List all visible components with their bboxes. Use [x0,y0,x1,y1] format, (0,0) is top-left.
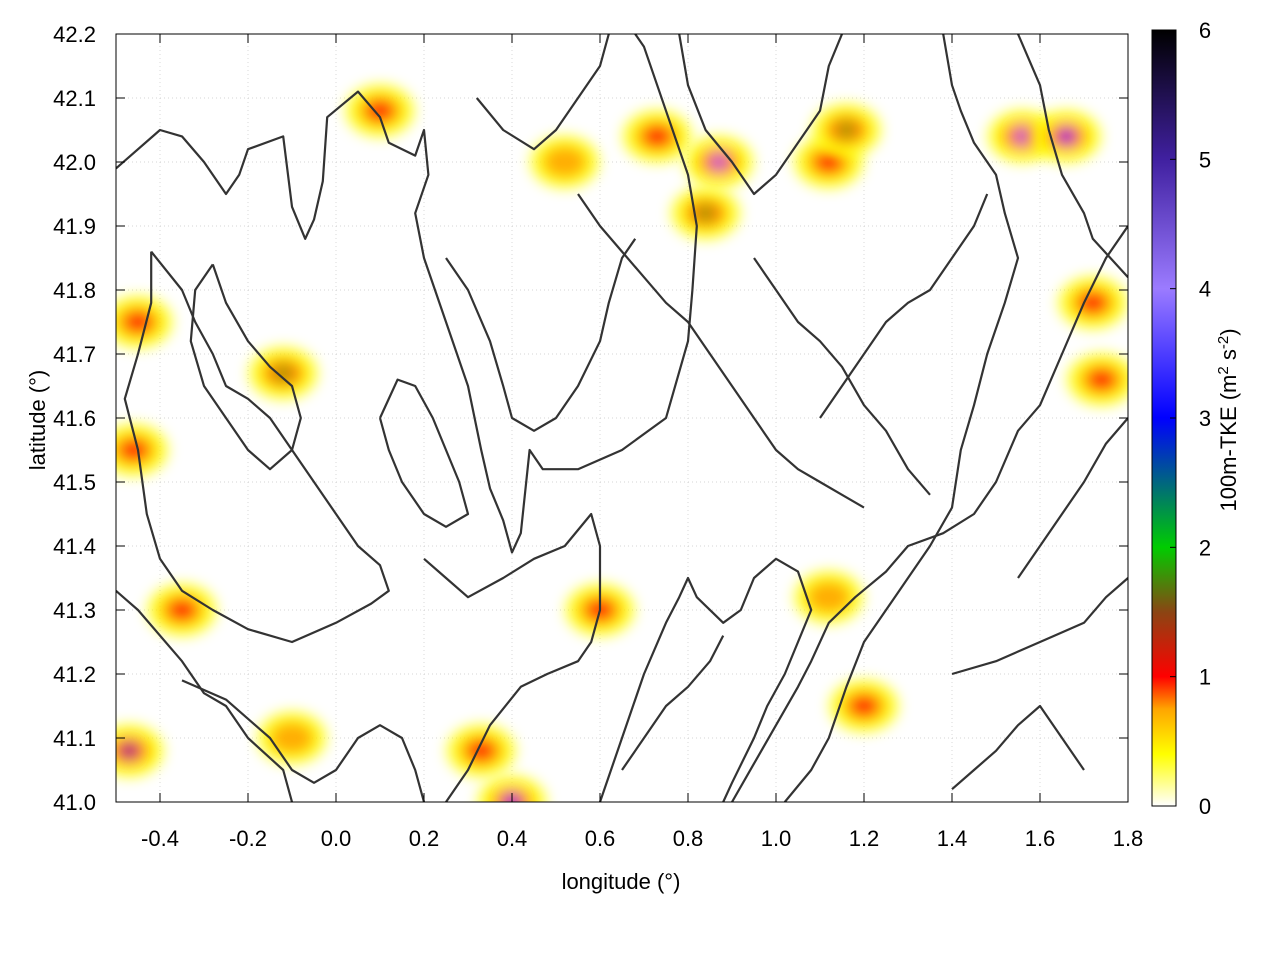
colorbar: 0 1 2 3 4 5 6 100m-TKE (m2 s-2) [1151,18,1241,819]
x-tick-label: 1.2 [849,826,880,851]
tke-hotspot [684,136,753,188]
tke-hotspot [249,347,318,400]
contour-line [783,34,1020,802]
colorbar-tick-label: 5 [1199,147,1211,172]
y-tick-label: 41.6 [53,406,96,431]
x-axis-label: longitude (°) [562,869,681,894]
colorbar-tick-label: 0 [1199,794,1211,819]
y-tick-label: 41.2 [53,662,96,687]
tke-hotspot [530,136,599,188]
tke-hotspot [1032,110,1101,163]
colorbar-tick-label: 3 [1199,406,1211,431]
tke-hotspot [671,187,740,240]
x-tick-label: 1.0 [761,826,792,851]
contour-line [1016,34,1128,278]
tke-hotspot [794,571,863,624]
x-tick-label: 1.6 [1025,826,1056,851]
tke-hotspot [258,712,326,764]
y-tick-label: 42.2 [53,22,96,47]
contour-line [116,589,294,802]
y-tick-label: 41.9 [53,214,96,239]
y-tick-label: 41.3 [53,598,96,623]
x-tick-label: 1.8 [1113,826,1144,851]
contour-line [189,263,302,471]
colorbar-tick-label: 1 [1199,665,1211,690]
colorbar-tick-label: 2 [1199,535,1211,560]
colorbar-label-end: ) [1216,328,1241,335]
y-tick-label: 41.4 [53,534,96,559]
tke-hotspot [116,724,164,777]
colorbar-label-main: 100m-TKE (m [1216,375,1241,512]
contour-line [951,704,1085,791]
contour-line [819,193,989,419]
x-tick-label: 1.4 [937,826,968,851]
contour-line [1017,417,1128,579]
contour-line [181,679,426,802]
colorbar-label: 100m-TKE (m2 s-2) [1215,328,1241,511]
tke-hotspot [148,584,216,636]
tke-hotspot [623,110,692,163]
x-tick-label: 0.0 [321,826,352,851]
x-tick-label: 0.8 [673,826,704,851]
contour-line [621,635,725,771]
contour-line [423,512,602,802]
y-tick-label: 41.0 [53,790,96,815]
y-tick-label: 41.8 [53,278,96,303]
contour-line [577,193,865,509]
colorbar-label-sup2: -2 [1215,336,1232,349]
tke-hotspot [447,724,516,777]
tke-hotspot [1058,276,1127,329]
contour-line [378,378,470,528]
y-tick-label: 42.1 [53,86,96,111]
contour-line [445,238,637,432]
colorbar-ticks: 0 1 2 3 4 5 6 [1170,18,1211,819]
y-tick-label: 41.5 [53,470,96,495]
y-axis: 41.0 41.1 41.2 41.3 41.4 41.5 41.6 41.7 41.8 41.9… [53,22,1128,815]
contour-line [123,250,390,644]
contour-line [951,577,1128,676]
tke-hotspot [1067,353,1128,406]
tke-hotspot [116,296,172,348]
colorbar-tick-label: 4 [1199,277,1211,302]
colorbar-label-sup1: 2 [1215,366,1232,374]
tke-hotspot [116,424,168,476]
contour-line [598,557,813,802]
x-tick-label: 0.4 [497,826,528,851]
tke-hotspot [830,680,898,732]
x-tick-label: -0.2 [229,826,267,851]
contour-line [753,257,931,496]
y-tick-label: 42.0 [53,150,96,175]
x-tick-label: -0.4 [141,826,179,851]
contour-line [475,34,610,151]
x-tick-label: 0.2 [409,826,440,851]
contour-line [678,34,844,196]
contour-line [731,225,1128,802]
x-tick-label: 0.6 [585,826,616,851]
y-tick-label: 41.1 [53,726,96,751]
terrain-contours [116,34,1128,802]
colorbar-label-mid: s [1216,349,1241,366]
y-tick-label: 41.7 [53,342,96,367]
tke-hotspot [812,104,881,156]
x-axis: -0.4 -0.2 0.0 0.2 0.4 0.6 0.8 1.0 1.2 1.4 1.6 1.8 [141,34,1143,851]
colorbar-tick-label: 6 [1199,18,1211,43]
y-axis-label: latitude (°) [25,370,50,471]
